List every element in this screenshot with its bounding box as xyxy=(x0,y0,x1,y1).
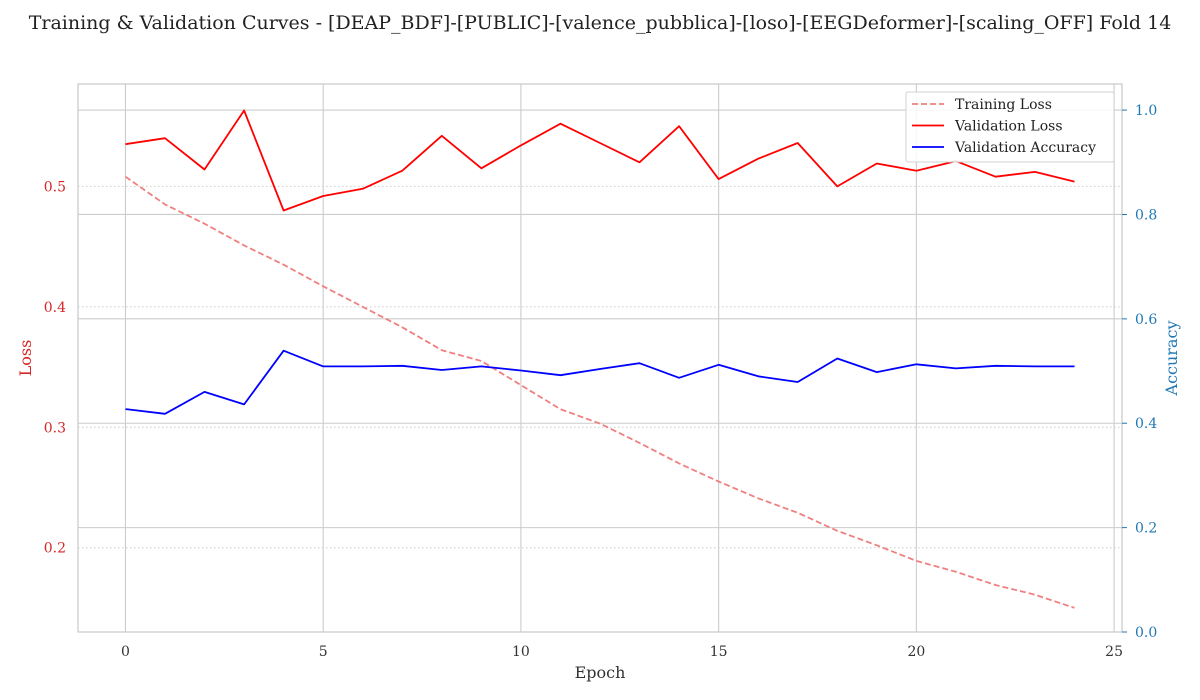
y-right-axis-label: Accuracy xyxy=(1162,321,1181,397)
x-tick-label: 15 xyxy=(710,644,728,660)
chart-title: Training & Validation Curves - [DEAP_BDF… xyxy=(29,12,1172,34)
x-tick-labels: 0 5 10 15 20 25 xyxy=(121,644,1123,660)
y-right-tick-label: 1.0 xyxy=(1135,103,1157,119)
y-left-tick-label: 0.3 xyxy=(44,420,66,436)
y-right-tick-label: 0.2 xyxy=(1135,521,1157,537)
plot-frame xyxy=(77,83,1123,633)
x-tick-label: 0 xyxy=(121,644,130,660)
y-left-tick-label: 0.5 xyxy=(44,179,66,195)
legend: Training Loss Validation Loss Validation A… xyxy=(905,91,1115,163)
series-line-validation-accuracy xyxy=(125,349,1075,415)
x-axis-label: Epoch xyxy=(575,663,626,682)
y-left-tick-label: 0.4 xyxy=(44,300,66,316)
y-right-tick-label: 0.6 xyxy=(1135,312,1157,328)
x-tick-label: 10 xyxy=(512,644,530,660)
legend-label: Validation Loss xyxy=(954,119,1063,135)
y-right-tick-label: 0.0 xyxy=(1135,625,1157,641)
legend-box xyxy=(905,91,1115,163)
series-layer xyxy=(124,109,1075,609)
y-left-tick-labels: 0.2 0.3 0.4 0.5 xyxy=(44,179,66,556)
grid-layer xyxy=(78,84,1122,632)
series-line-validation-loss xyxy=(125,109,1075,212)
legend-label: Validation Accuracy xyxy=(954,140,1096,156)
x-tick-label: 25 xyxy=(1105,644,1123,660)
x-tick-label: 5 xyxy=(319,644,328,660)
y-right-tick-label: 0.8 xyxy=(1135,207,1157,223)
series-line-training-loss xyxy=(124,175,1075,609)
y-right-tick-labels: 0.0 0.2 0.4 0.6 0.8 1.0 xyxy=(1122,103,1157,641)
y-right-tick-label: 0.4 xyxy=(1135,416,1157,432)
y-left-tick-label: 0.2 xyxy=(44,541,66,557)
legend-label: Training Loss xyxy=(955,97,1052,113)
x-tick-label: 20 xyxy=(907,644,925,660)
y-left-axis-label: Loss xyxy=(16,340,35,377)
